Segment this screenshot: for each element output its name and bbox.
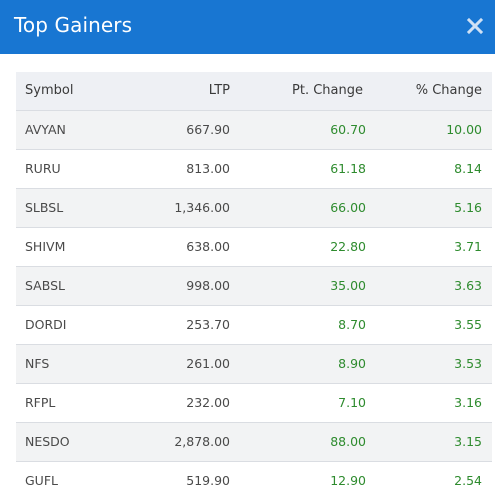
ltp-cell: 232.00: [186, 395, 230, 410]
symbol-cell: SLBSL: [25, 200, 64, 215]
table-row[interactable]: GUFL 519.90 12.90 2.54: [16, 461, 492, 500]
table-row[interactable]: SLBSL 1,346.00 66.00 5.16: [16, 188, 492, 227]
column-header-ltp[interactable]: LTP: [208, 83, 230, 99]
pt-change-cell: 61.18: [330, 161, 366, 176]
pct-change-cell: 3.16: [454, 395, 482, 410]
pt-change-cell: 60.70: [330, 122, 366, 137]
table-header: Symbol LTP Pt. Change % Change: [16, 72, 492, 110]
header-row: Symbol LTP Pt. Change % Change: [16, 72, 492, 110]
pct-change-cell: 5.16: [454, 200, 482, 215]
pt-change-cell: 7.10: [338, 395, 366, 410]
table-row[interactable]: SABSL 998.00 35.00 3.63: [16, 266, 492, 305]
pct-change-cell: 3.53: [454, 356, 482, 371]
close-icon: [466, 17, 484, 35]
pct-change-cell: 3.15: [454, 434, 482, 449]
pt-change-cell: 22.80: [330, 239, 366, 254]
gainers-table: Symbol LTP Pt. Change % Change AVYAN 667.…: [16, 72, 492, 500]
ltp-cell: 667.90: [186, 122, 230, 137]
modal-header: Top Gainers: [0, 0, 495, 54]
pt-change-cell: 8.70: [338, 317, 366, 332]
table-row[interactable]: RFPL 232.00 7.10 3.16: [16, 383, 492, 422]
pct-change-cell: 10.00: [446, 122, 482, 137]
ltp-cell: 253.70: [186, 317, 230, 332]
table-row[interactable]: RURU 813.00 61.18 8.14: [16, 149, 492, 188]
symbol-cell: AVYAN: [25, 122, 66, 137]
symbol-cell: GUFL: [25, 473, 58, 489]
pct-change-cell: 8.14: [454, 161, 482, 176]
column-header-pt-change[interactable]: Pt. Change: [292, 83, 363, 99]
modal-title: Top Gainers: [14, 13, 133, 37]
ltp-cell: 261.00: [186, 356, 230, 371]
symbol-cell: NESDO: [25, 434, 70, 449]
ltp-cell: 813.00: [186, 161, 230, 176]
column-header-pct-change[interactable]: % Change: [415, 83, 482, 99]
table-row[interactable]: NFS 261.00 8.90 3.53: [16, 344, 492, 383]
symbol-cell: SHIVM: [25, 239, 66, 254]
close-button[interactable]: [465, 15, 485, 37]
pt-change-cell: 12.90: [330, 473, 366, 489]
symbol-cell: SABSL: [25, 278, 65, 293]
symbol-cell: RURU: [25, 161, 61, 176]
table-row[interactable]: NESDO 2,878.00 88.00 3.15: [16, 422, 492, 461]
ltp-cell: 638.00: [186, 239, 230, 254]
table-row[interactable]: AVYAN 667.90 60.70 10.00: [16, 110, 492, 149]
ltp-cell: 1,346.00: [174, 200, 230, 215]
pct-change-cell: 2.54: [454, 473, 482, 489]
symbol-cell: DORDI: [25, 317, 67, 332]
pt-change-cell: 35.00: [330, 278, 366, 293]
pct-change-cell: 3.71: [454, 239, 482, 254]
table-row[interactable]: DORDI 253.70 8.70 3.55: [16, 305, 492, 344]
column-header-symbol[interactable]: Symbol: [25, 83, 74, 99]
symbol-cell: RFPL: [25, 395, 56, 410]
ltp-cell: 519.90: [186, 473, 230, 489]
pt-change-cell: 88.00: [330, 434, 366, 449]
pct-change-cell: 3.55: [454, 317, 482, 332]
gainers-table-container: Symbol LTP Pt. Change % Change AVYAN 667.…: [16, 72, 492, 500]
ltp-cell: 2,878.00: [174, 434, 230, 449]
ltp-cell: 998.00: [186, 278, 230, 293]
pct-change-cell: 3.63: [454, 278, 482, 293]
pt-change-cell: 66.00: [330, 200, 366, 215]
pt-change-cell: 8.90: [338, 356, 366, 371]
table-row[interactable]: SHIVM 638.00 22.80 3.71: [16, 227, 492, 266]
symbol-cell: NFS: [25, 356, 50, 371]
table-body: AVYAN 667.90 60.70 10.00 RURU 813.00 61.18 8.14…: [16, 110, 492, 500]
